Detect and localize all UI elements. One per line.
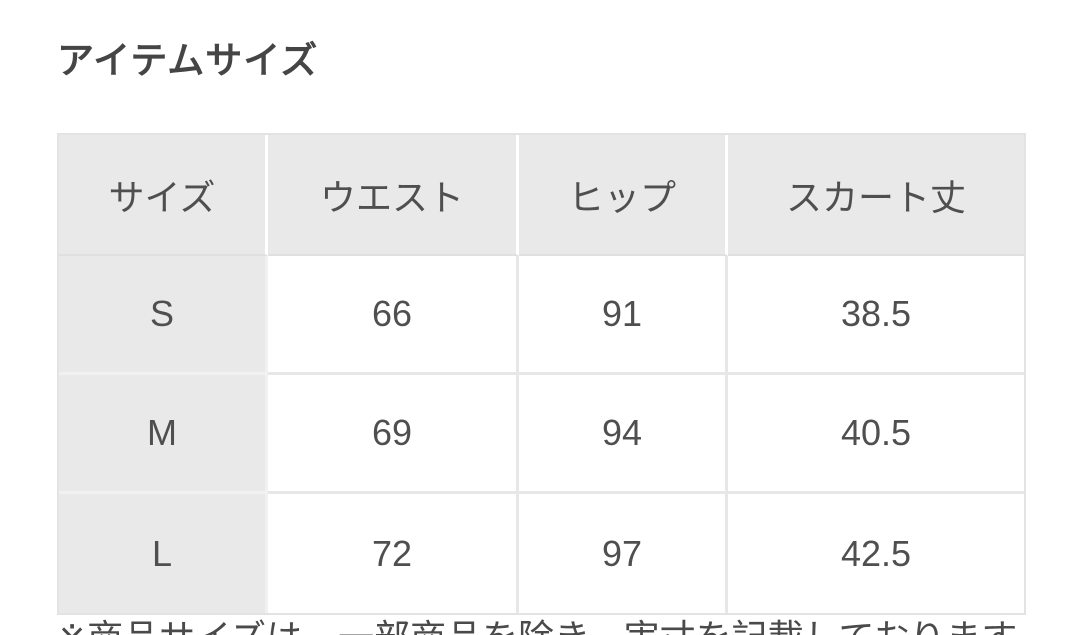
length-cell: 40.5 — [728, 375, 1024, 494]
column-header-size: サイズ — [59, 135, 268, 256]
column-header-waist: ウエスト — [268, 135, 519, 256]
table-row-m: M 69 94 40.5 — [59, 375, 1024, 494]
column-header-length: スカート丈 — [728, 135, 1024, 256]
waist-cell: 66 — [268, 256, 519, 375]
size-table-body: S 66 91 38.5 M 69 94 40.5 L 72 97 42.5 — [59, 256, 1024, 613]
size-table-header: サイズ ウエスト ヒップ スカート丈 — [59, 135, 1024, 256]
row-label: M — [59, 375, 268, 494]
table-row-l: L 72 97 42.5 — [59, 494, 1024, 613]
length-cell: 42.5 — [728, 494, 1024, 613]
length-cell: 38.5 — [728, 256, 1024, 375]
hip-cell: 91 — [519, 256, 728, 375]
page-title: アイテムサイズ — [57, 40, 319, 81]
size-table: サイズ ウエスト ヒップ スカート丈 S 66 91 38.5 M 69 94 … — [57, 133, 1026, 615]
size-footnote: ※商品サイズは、一部商品を除き、実寸を記載しております — [57, 616, 1017, 635]
waist-cell: 69 — [268, 375, 519, 494]
row-label: S — [59, 256, 268, 375]
row-label: L — [59, 494, 268, 613]
table-row-s: S 66 91 38.5 — [59, 256, 1024, 375]
hip-cell: 97 — [519, 494, 728, 613]
waist-cell: 72 — [268, 494, 519, 613]
hip-cell: 94 — [519, 375, 728, 494]
column-header-hip: ヒップ — [519, 135, 728, 256]
header-row: サイズ ウエスト ヒップ スカート丈 — [59, 135, 1024, 256]
